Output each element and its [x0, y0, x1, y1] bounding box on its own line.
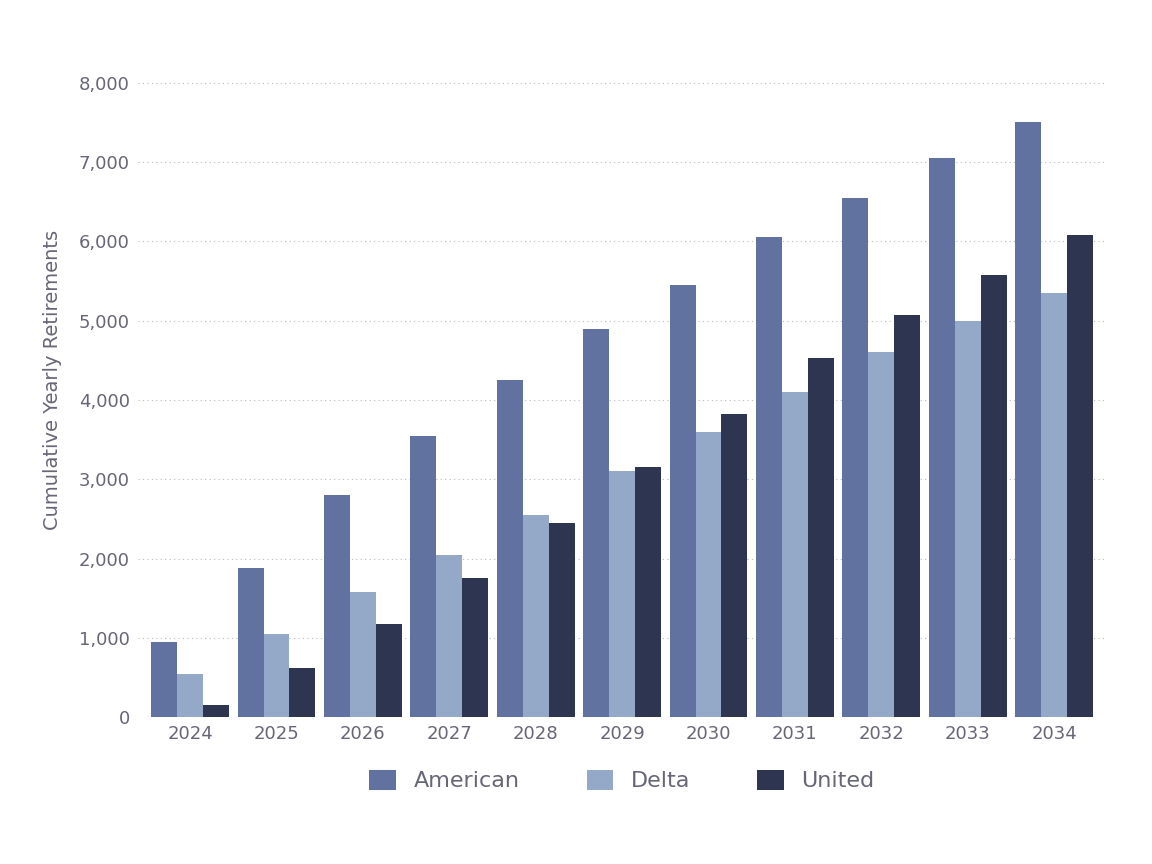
Legend: American, Delta, United: American, Delta, United [361, 761, 884, 800]
Bar [609, 472, 635, 717]
Bar [894, 314, 920, 717]
Bar [980, 275, 1007, 717]
Bar [410, 435, 437, 717]
Bar [1041, 293, 1067, 717]
Bar [635, 467, 661, 717]
Bar [869, 353, 894, 717]
Bar [497, 380, 523, 717]
Bar [203, 705, 229, 717]
Bar [721, 414, 748, 717]
Bar [929, 158, 955, 717]
Bar [437, 555, 462, 717]
Bar [324, 495, 350, 717]
Bar [376, 624, 402, 717]
Bar [237, 569, 264, 717]
Bar [523, 515, 548, 717]
Bar [177, 674, 203, 717]
Bar [548, 523, 575, 717]
Y-axis label: Cumulative Yearly Retirements: Cumulative Yearly Retirements [44, 230, 62, 530]
Bar [462, 578, 488, 717]
Bar [808, 359, 834, 717]
Bar [583, 328, 609, 717]
Bar [756, 238, 782, 717]
Bar [842, 198, 869, 717]
Bar [696, 432, 721, 717]
Bar [955, 321, 980, 717]
Bar [1015, 123, 1041, 717]
Bar [264, 634, 289, 717]
Bar [289, 668, 316, 717]
Bar [1067, 236, 1093, 717]
Bar [151, 642, 177, 717]
Bar [669, 285, 696, 717]
Bar [350, 592, 376, 717]
Bar [782, 392, 808, 717]
